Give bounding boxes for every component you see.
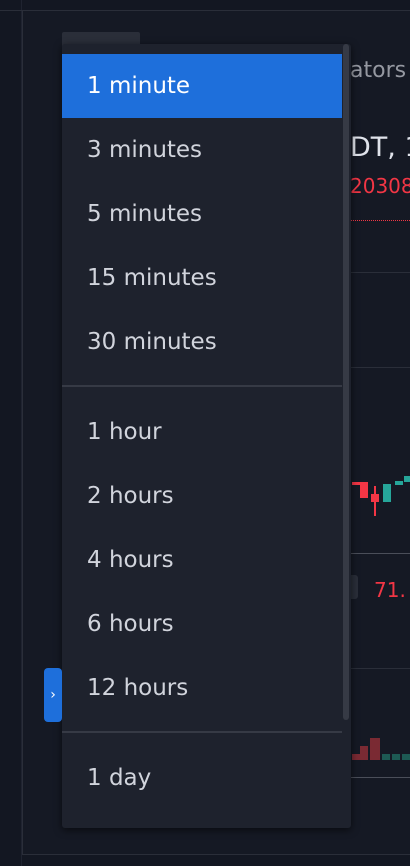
volume-bar (360, 746, 368, 760)
interval-1-hour[interactable]: 1 hour (62, 400, 342, 464)
symbol-title: DT, 1 (350, 132, 410, 163)
volume-bar (352, 754, 360, 760)
volume-bar (392, 754, 400, 760)
menu-item-label: 1 day (87, 765, 152, 791)
indicator-value: 71. (374, 578, 406, 602)
pane-divider[interactable] (350, 553, 410, 554)
volume-bar (382, 754, 390, 760)
price-scale-tag (350, 575, 358, 599)
volume-bar (370, 738, 380, 760)
candle-down (371, 494, 379, 502)
menu-item-label: 2 hours (87, 483, 174, 509)
interval-2-hours[interactable]: 2 hours (62, 464, 342, 528)
candle-up (383, 484, 391, 502)
menu-item-label: 15 minutes (87, 265, 217, 291)
menu-item-label: 5 minutes (87, 201, 203, 227)
candle-up (404, 476, 410, 482)
candle-up (395, 481, 403, 485)
interval-6-hours[interactable]: 6 hours (62, 592, 342, 656)
price-readout: 20308 (350, 174, 410, 198)
interval-1-minute[interactable]: 1 minute (62, 54, 342, 118)
chevron-right-icon: › (50, 687, 56, 703)
interval-5-minutes[interactable]: 5 minutes (62, 182, 342, 246)
interval-30-minutes[interactable]: 30 minutes (62, 310, 342, 374)
collapse-toolbar-button[interactable]: › (44, 668, 62, 722)
dropdown-scrollbar[interactable] (343, 44, 349, 720)
menu-item-label: 30 minutes (87, 329, 217, 355)
pane-divider[interactable] (350, 777, 410, 778)
left-toolbar-strip (0, 0, 22, 866)
grid-line (350, 668, 410, 669)
price-line (350, 220, 410, 221)
menu-item-label: 1 hour (87, 419, 162, 445)
candle-down (352, 482, 360, 485)
menu-item-label: 12 hours (87, 675, 189, 701)
menu-item-label: 6 hours (87, 611, 174, 637)
menu-item-label: 3 minutes (87, 137, 203, 163)
menu-item-label: 1 minute (87, 73, 191, 99)
menu-item-label: 4 hours (87, 547, 174, 573)
grid-line (350, 272, 410, 273)
interval-1-day[interactable]: 1 day (62, 746, 342, 810)
interval-4-hours[interactable]: 4 hours (62, 528, 342, 592)
indicators-label[interactable]: ators (350, 58, 407, 83)
interval-3-minutes[interactable]: 3 minutes (62, 118, 342, 182)
volume-bar (402, 754, 410, 760)
menu-separator (62, 385, 342, 387)
interval-15-minutes[interactable]: 15 minutes (62, 246, 342, 310)
grid-line (350, 367, 410, 368)
interval-12-hours[interactable]: 12 hours (62, 656, 342, 720)
candle-down (360, 482, 368, 498)
menu-separator (62, 731, 342, 733)
interval-dropdown: 1 minute 3 minutes 5 minutes 15 minutes … (62, 44, 351, 828)
